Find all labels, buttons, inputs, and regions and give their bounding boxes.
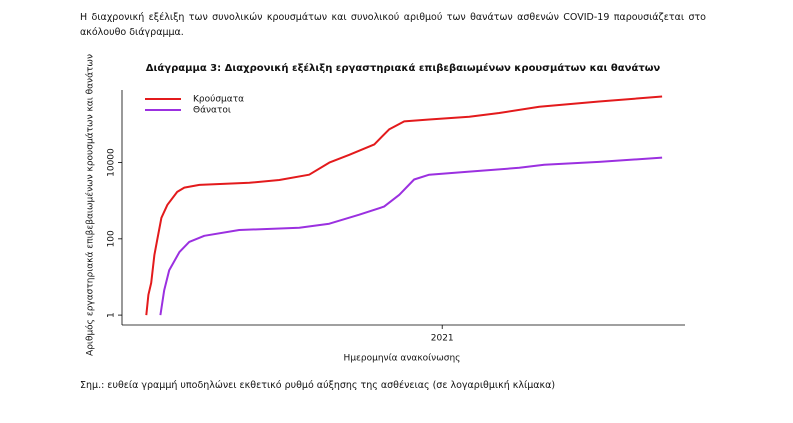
data-line	[159, 156, 663, 316]
y-axis-label: Αριθμός εργαστηριακά επιβεβαιωμένων κρου…	[85, 54, 96, 356]
y-tick-label: 1	[107, 312, 117, 318]
y-tick-label: 100	[107, 230, 117, 247]
data-line	[145, 95, 663, 316]
x-axis-label: Ημερομηνία ανακοίνωσης	[344, 354, 461, 364]
chart-title: Διάγραμμα 3: Διαχρονική εξέλιξη εργαστηρ…	[146, 62, 661, 74]
x-tick-label: 2021	[431, 334, 454, 344]
y-tick-label: 10000	[107, 148, 117, 177]
chart: Διάγραμμα 3: Διαχρονική εξέλιξη εργαστηρ…	[85, 54, 685, 364]
legend-label: Κρούσματα	[193, 94, 244, 105]
note: Σημ.: ευθεία γραμμή υποδηλώνει εκθετικό …	[80, 380, 556, 391]
intro-text: Η διαχρονική εξέλιξη των συνολικών κρουσ…	[80, 12, 706, 38]
legend-label: Θάνατοι	[193, 106, 231, 116]
